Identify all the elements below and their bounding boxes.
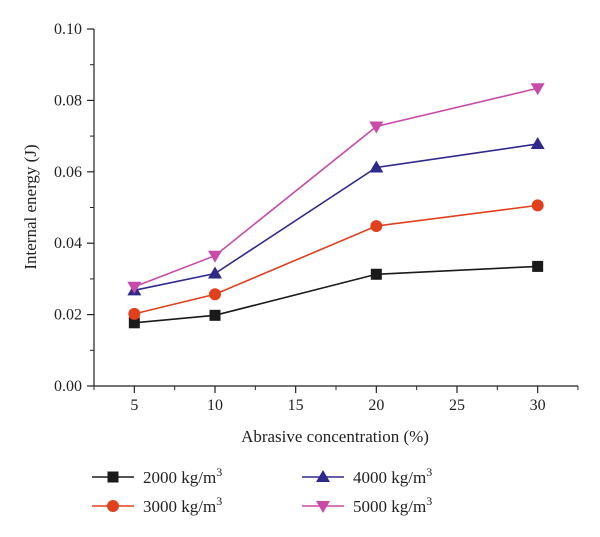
data-point [209,309,221,321]
legend-item: 3000 kg/m3 [92,494,222,516]
y-tick-label: 0.06 [54,164,82,181]
series-2 [128,199,544,320]
x-tick-label: 30 [530,397,546,414]
series-line [134,265,538,324]
legend-label: 3000 kg/m3 [143,494,222,516]
y-tick-label: 0.00 [54,378,82,395]
y-axis-label: Internal energy (J) [21,144,40,269]
series-3 [127,136,545,296]
data-point [208,266,222,279]
series-1 [128,260,544,329]
legend-item: 2000 kg/m3 [92,465,222,487]
y-tick-label: 0.02 [54,307,82,324]
data-point [128,307,141,320]
series-line [134,204,538,315]
legend-marker [107,471,119,483]
legend-item: 4000 kg/m3 [302,465,432,487]
data-point [209,288,221,301]
x-tick-label: 5 [130,397,138,414]
x-tick-label: 25 [449,397,465,414]
legend-marker [316,470,330,482]
data-point [531,199,544,212]
x-tick-label: 15 [288,397,304,414]
data-point [369,121,384,134]
y-tick-label: 0.10 [54,21,82,38]
legend-label: 2000 kg/m3 [143,465,222,487]
series-line [134,87,538,288]
x-axis-label: Abrasive concentration (%) [241,427,429,446]
data-point [208,250,222,263]
data-point [370,220,383,233]
data-point [369,160,384,173]
legend-item: 5000 kg/m3 [302,494,432,516]
series-line [134,143,538,292]
data-point [530,83,545,96]
legend-label: 5000 kg/m3 [353,494,432,516]
y-tick-label: 0.08 [54,92,82,109]
data-point [370,268,382,280]
legend-marker [107,500,119,512]
x-tick-label: 10 [207,397,223,414]
series-layer [127,83,545,329]
data-point [532,260,544,272]
x-tick-label: 20 [368,397,384,414]
axes: 5 10 15 20 25 30 0.00 0.02 0.04 0.06 0.08 0.10 [54,21,579,414]
data-point [128,317,140,329]
y-tick-label: 0.04 [54,235,82,252]
series-4 [127,83,545,294]
legend-label: 4000 kg/m3 [353,465,432,487]
data-point [530,136,545,149]
data-point [127,281,142,294]
legend: 2000 kg/m3 3000 kg/m3 4000 kg/m3 5000 kg/m3 [92,465,432,516]
legend-marker [316,501,330,513]
